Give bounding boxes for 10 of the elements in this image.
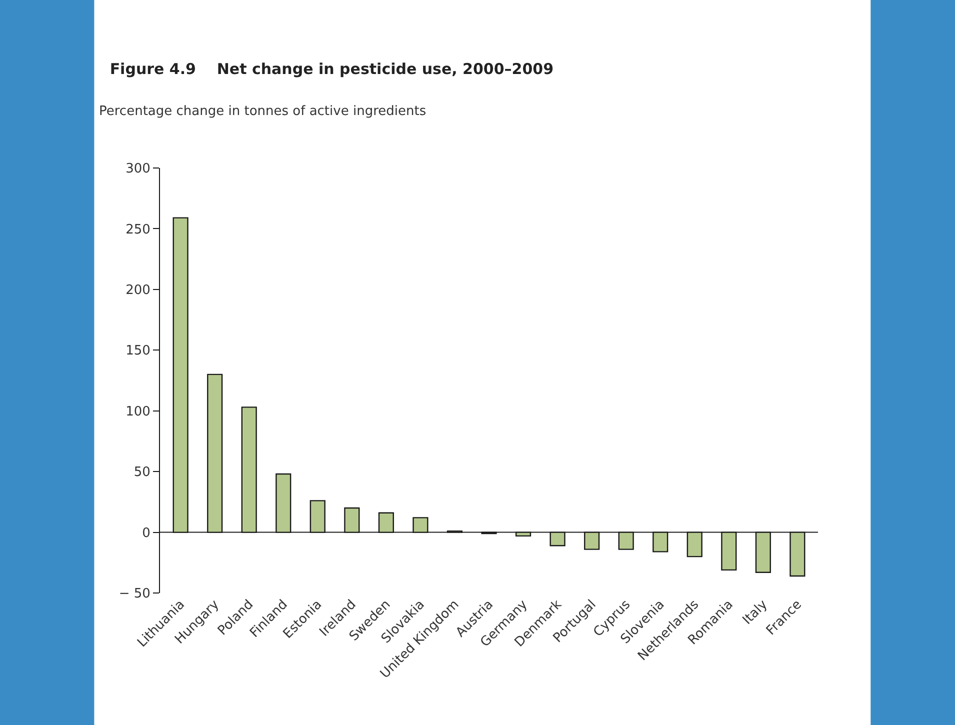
y-tick-label: 250 bbox=[126, 222, 150, 238]
y-tick-label: 200 bbox=[126, 282, 150, 298]
y-tick-label: 50 bbox=[134, 465, 150, 480]
y-tick-label: − 50 bbox=[118, 586, 150, 602]
y-axis-title: Percentage change in tonnes of active ingredients bbox=[99, 104, 426, 119]
y-tick-label: 100 bbox=[126, 404, 150, 420]
chart-title: Figure 4.9 Net change in pesticide use, 2000–2009 bbox=[110, 60, 554, 78]
y-tick-label: 150 bbox=[126, 344, 150, 359]
y-tick-label: 0 bbox=[142, 526, 150, 541]
y-tick-label: 300 bbox=[126, 162, 150, 177]
